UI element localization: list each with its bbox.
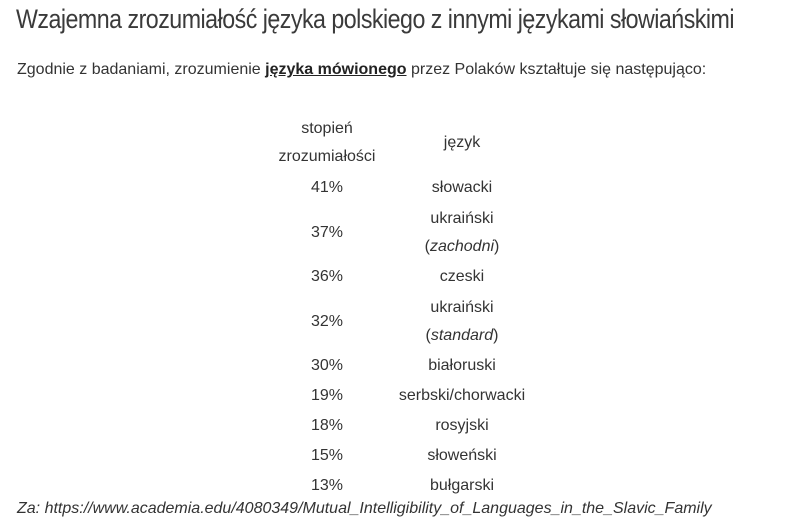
paren-close: ): [493, 326, 499, 344]
comprehension-percent: 30%: [310, 357, 344, 374]
table-row: 19% serbski/chorwacki: [267, 381, 537, 411]
spoken-language-link[interactable]: języka mówionego: [265, 61, 407, 78]
paren-open: (: [425, 326, 431, 344]
language-cell: ukraiński (zachodni): [387, 203, 537, 262]
paren-open: (: [424, 237, 430, 255]
comprehension-percent: 15%: [310, 447, 344, 464]
page-title: Wzajemna zrozumiałość języka polskiego z…: [16, 4, 735, 34]
header-pct-line2: zrozumiałości: [278, 148, 376, 165]
table-row: 18% rosyjski: [267, 411, 537, 441]
language-cell: ukraiński (standard): [387, 292, 537, 351]
language-variant: zachodni: [429, 237, 495, 255]
table-header-row: stopień zrozumiałości język: [267, 113, 537, 173]
header-comprehension-degree: stopień zrozumiałości: [267, 113, 387, 173]
table-row: 41% słowacki: [267, 173, 537, 203]
comprehension-percent: 41%: [310, 179, 344, 196]
table-row: 15% słoweński: [267, 441, 537, 471]
header-language: język: [443, 134, 481, 151]
table-row: 13% bułgarski: [267, 471, 537, 501]
comprehension-percent: 36%: [310, 268, 344, 285]
comprehension-percent: 37%: [310, 223, 344, 241]
table-row: 37% ukraiński (zachodni): [267, 203, 537, 262]
language-name: ukraiński: [430, 209, 494, 227]
language-name: białoruski: [428, 357, 496, 374]
language-name: ukraiński: [430, 298, 494, 316]
table-row: 36% czeski: [267, 262, 537, 292]
language-name: serbski/chorwacki: [398, 387, 526, 404]
language-cell: słoweński: [387, 441, 537, 471]
header-pct-line1: stopień: [301, 120, 353, 137]
table-body: 41% słowacki 37% ukraiński (zachodni) 36% czes…: [267, 173, 537, 501]
intro-text-after: przez Polaków kształtuje się następująco…: [406, 61, 707, 78]
language-name: rosyjski: [435, 417, 489, 434]
language-variant: standard: [430, 326, 494, 344]
language-cell: bułgarski: [387, 471, 537, 501]
comprehension-percent: 18%: [310, 417, 344, 434]
language-cell: rosyjski: [387, 411, 537, 441]
language-name: czeski: [439, 268, 485, 285]
language-cell: serbski/chorwacki: [387, 381, 537, 411]
language-cell: czeski: [387, 262, 537, 292]
language-cell: białoruski: [387, 351, 537, 381]
table-row: 32% ukraiński (standard): [267, 292, 537, 351]
intelligibility-table: stopień zrozumiałości język 41% słowacki 3…: [267, 113, 537, 501]
table-row: 30% białoruski: [267, 351, 537, 381]
comprehension-percent: 32%: [310, 312, 344, 330]
language-cell: słowacki: [387, 173, 537, 203]
language-name: słowacki: [431, 179, 493, 196]
language-name: słoweński: [427, 447, 497, 464]
intro-paragraph: Zgodnie z badaniami, zrozumienie języka …: [17, 61, 706, 79]
comprehension-percent: 13%: [310, 477, 344, 494]
paren-close: ): [494, 237, 500, 255]
comprehension-percent: 19%: [310, 387, 344, 404]
source-citation: Za: https://www.academia.edu/4080349/Mut…: [17, 500, 712, 517]
intro-text-before: Zgodnie z badaniami, zrozumienie: [17, 61, 266, 78]
language-name: bułgarski: [429, 477, 495, 494]
